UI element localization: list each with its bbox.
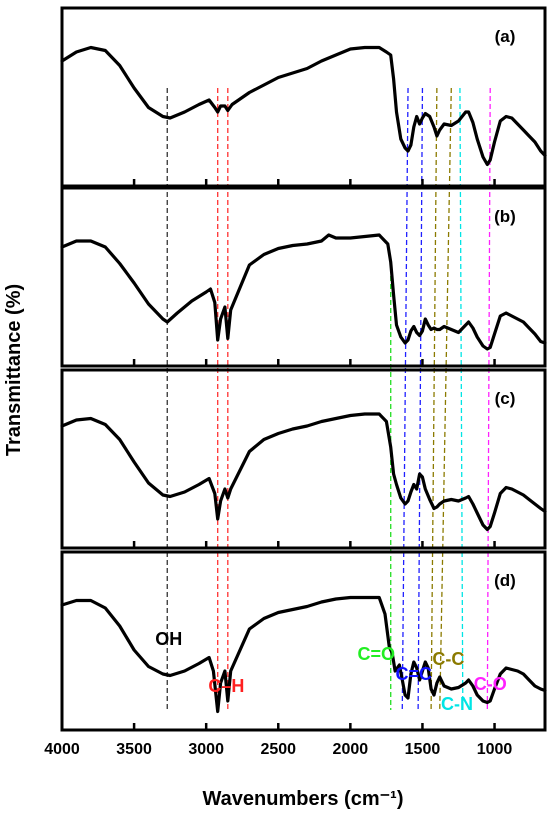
panel-label: (d)	[494, 571, 516, 590]
panel-label: (a)	[495, 27, 516, 46]
guide-lines-group	[166, 87, 491, 711]
x-tick-label: 3500	[116, 741, 152, 758]
series-group	[60, 45, 547, 714]
spectrum-line	[60, 45, 547, 167]
panel-background	[62, 8, 545, 186]
panel-frame	[60, 550, 547, 732]
panel-background	[62, 552, 545, 730]
y-axis-title: Transmittance (%)	[3, 284, 25, 456]
x-axis-title: Wavenumbers (cm⁻¹)	[203, 788, 404, 810]
x-tick-label: 2500	[260, 741, 296, 758]
panel-label: (b)	[494, 207, 516, 226]
annotation-label: C-C	[432, 649, 464, 669]
annotations-group: OH C–H C=OC=CC-C C-NC-O	[155, 629, 507, 714]
annotation-label: C–H	[208, 676, 244, 696]
panel-background	[62, 188, 545, 366]
x-tick-label: 3000	[188, 741, 224, 758]
annotation-label: C=C	[396, 664, 433, 684]
panel-frame	[60, 368, 547, 550]
x-tick-label: 4000	[44, 741, 80, 758]
x-tick-label: 1500	[405, 741, 441, 758]
panel-label: (c)	[495, 389, 516, 408]
spectrum-line	[60, 233, 547, 351]
annotation-label: C-N	[441, 694, 473, 714]
spectrum-line	[60, 412, 547, 532]
annotation-label: C-O	[474, 674, 507, 694]
x-ticks-group: 4000 3500 3000 2500 2000 1500 1000	[44, 179, 512, 758]
panel-background	[62, 370, 545, 548]
x-tick-label: 1000	[477, 741, 513, 758]
panel-frame	[60, 6, 547, 188]
x-tick-label: 2000	[333, 741, 369, 758]
panels-group	[62, 8, 545, 730]
panel-frames: (a) (b) (c) (d)	[60, 6, 547, 732]
spectrum-line	[60, 595, 547, 714]
panel-frame	[60, 186, 547, 368]
annotation-label: C=O	[358, 644, 396, 664]
annotation-label: OH	[155, 629, 182, 649]
